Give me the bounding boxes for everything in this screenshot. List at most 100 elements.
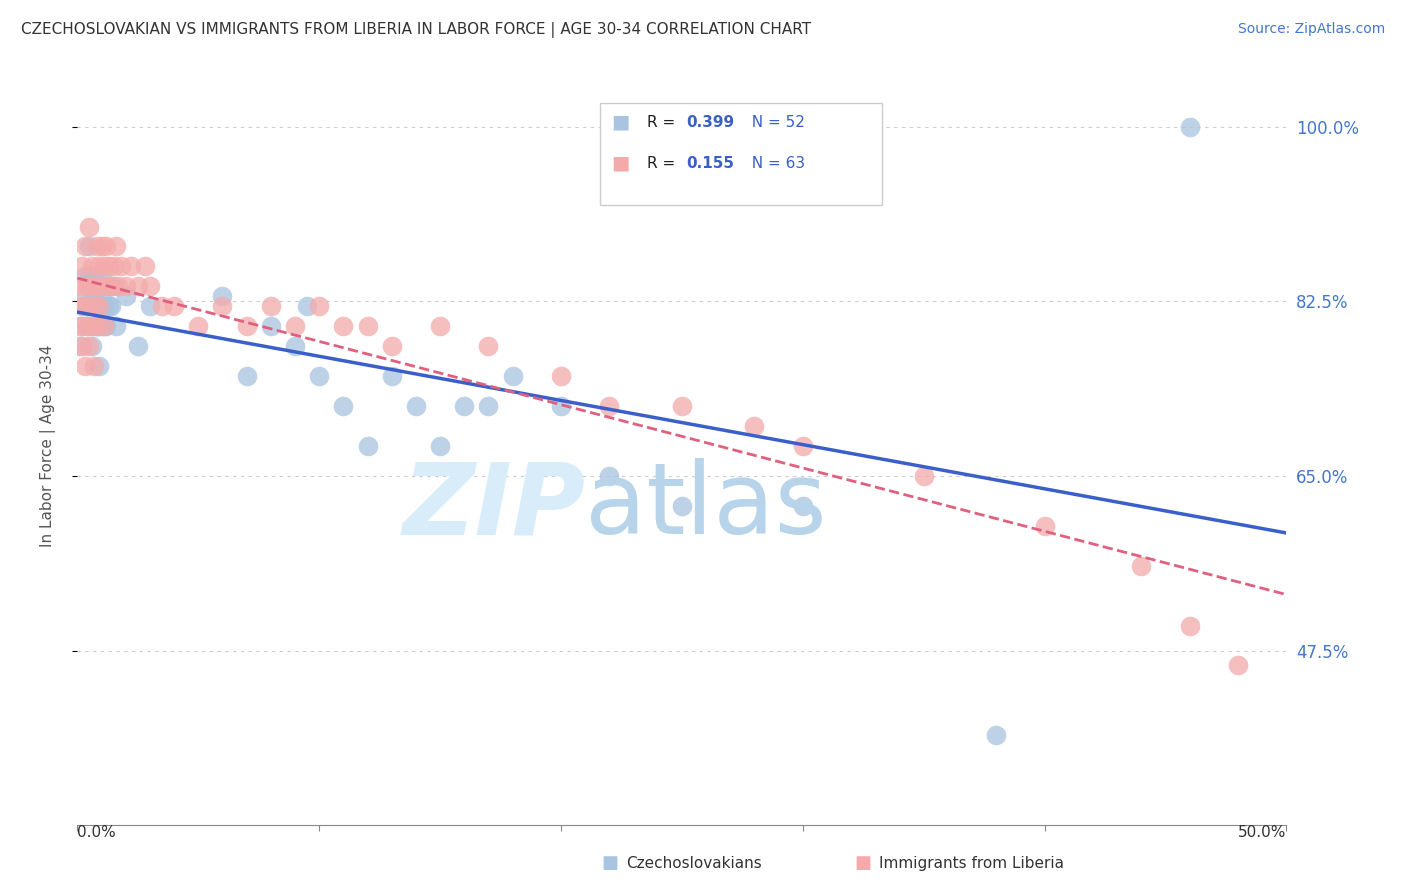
Point — [79, 279, 101, 293]
Point — [90, 279, 112, 293]
Point — [114, 289, 136, 303]
Point — [79, 219, 101, 234]
Point — [187, 319, 209, 334]
Point — [80, 339, 103, 353]
Point — [83, 299, 105, 313]
Text: 0.155: 0.155 — [686, 156, 734, 170]
Text: atlas: atlas — [585, 458, 827, 555]
Point — [308, 299, 330, 313]
Point — [284, 339, 307, 353]
Point — [93, 319, 115, 334]
Point — [86, 299, 108, 313]
Point — [477, 339, 499, 353]
Text: Immigrants from Liberia: Immigrants from Liberia — [879, 856, 1064, 871]
Point — [744, 419, 766, 434]
Point — [73, 239, 96, 253]
Text: ZIP: ZIP — [402, 458, 585, 555]
Point — [502, 369, 524, 384]
Point — [76, 319, 98, 334]
Point — [792, 439, 814, 453]
Point — [69, 279, 91, 293]
Point — [69, 319, 91, 334]
Point — [70, 260, 93, 274]
Point — [90, 319, 112, 334]
Point — [93, 299, 115, 313]
Point — [453, 399, 475, 413]
Point — [80, 260, 103, 274]
Point — [381, 339, 404, 353]
Point — [103, 260, 125, 274]
Point — [79, 269, 101, 284]
Point — [83, 319, 105, 334]
Point — [97, 299, 120, 313]
Point — [73, 299, 96, 313]
Point — [356, 319, 378, 334]
Point — [73, 289, 96, 303]
Point — [550, 399, 572, 413]
Text: N = 52: N = 52 — [742, 115, 806, 129]
Point — [284, 319, 307, 334]
Point — [83, 289, 105, 303]
Point — [150, 299, 173, 313]
Point — [550, 369, 572, 384]
Point — [912, 469, 935, 483]
Point — [356, 439, 378, 453]
Point — [70, 339, 93, 353]
Point — [87, 299, 110, 313]
Text: Source: ZipAtlas.com: Source: ZipAtlas.com — [1237, 22, 1385, 37]
Point — [127, 279, 149, 293]
Point — [598, 469, 620, 483]
Point — [110, 260, 132, 274]
Point — [79, 239, 101, 253]
Point — [235, 319, 257, 334]
Point — [107, 279, 129, 293]
Point — [76, 299, 98, 313]
Point — [96, 279, 118, 293]
Point — [76, 279, 98, 293]
Point — [97, 260, 120, 274]
Point — [87, 279, 110, 293]
Point — [671, 499, 693, 513]
Point — [93, 260, 115, 274]
Text: R =: R = — [647, 115, 681, 129]
Point — [1178, 120, 1201, 134]
Y-axis label: In Labor Force | Age 30-34: In Labor Force | Age 30-34 — [41, 344, 56, 548]
Point — [405, 399, 427, 413]
Point — [127, 339, 149, 353]
Point — [1130, 558, 1153, 573]
Point — [79, 339, 101, 353]
Point — [103, 279, 125, 293]
Point — [134, 260, 156, 274]
Point — [211, 299, 233, 313]
Point — [429, 439, 451, 453]
Point — [86, 319, 108, 334]
Point — [477, 399, 499, 413]
Point — [1033, 518, 1056, 533]
Point — [381, 369, 404, 384]
Point — [86, 239, 108, 253]
Point — [260, 299, 283, 313]
Point — [86, 319, 108, 334]
Text: Czechoslovakians: Czechoslovakians — [626, 856, 762, 871]
Point — [93, 279, 115, 293]
Point — [1227, 658, 1250, 673]
Point — [96, 239, 118, 253]
Point — [70, 299, 93, 313]
Point — [87, 260, 110, 274]
Point — [83, 269, 105, 284]
Text: ■: ■ — [612, 112, 630, 132]
Text: ■: ■ — [612, 153, 630, 173]
Point — [211, 289, 233, 303]
Point — [86, 279, 108, 293]
Point — [96, 319, 118, 334]
Point — [295, 299, 318, 313]
Text: 0.0%: 0.0% — [77, 825, 117, 840]
Point — [163, 299, 186, 313]
Point — [114, 279, 136, 293]
Point — [792, 499, 814, 513]
Point — [139, 279, 162, 293]
Point — [100, 279, 122, 293]
Text: 50.0%: 50.0% — [1239, 825, 1286, 840]
Point — [79, 299, 101, 313]
Point — [235, 369, 257, 384]
